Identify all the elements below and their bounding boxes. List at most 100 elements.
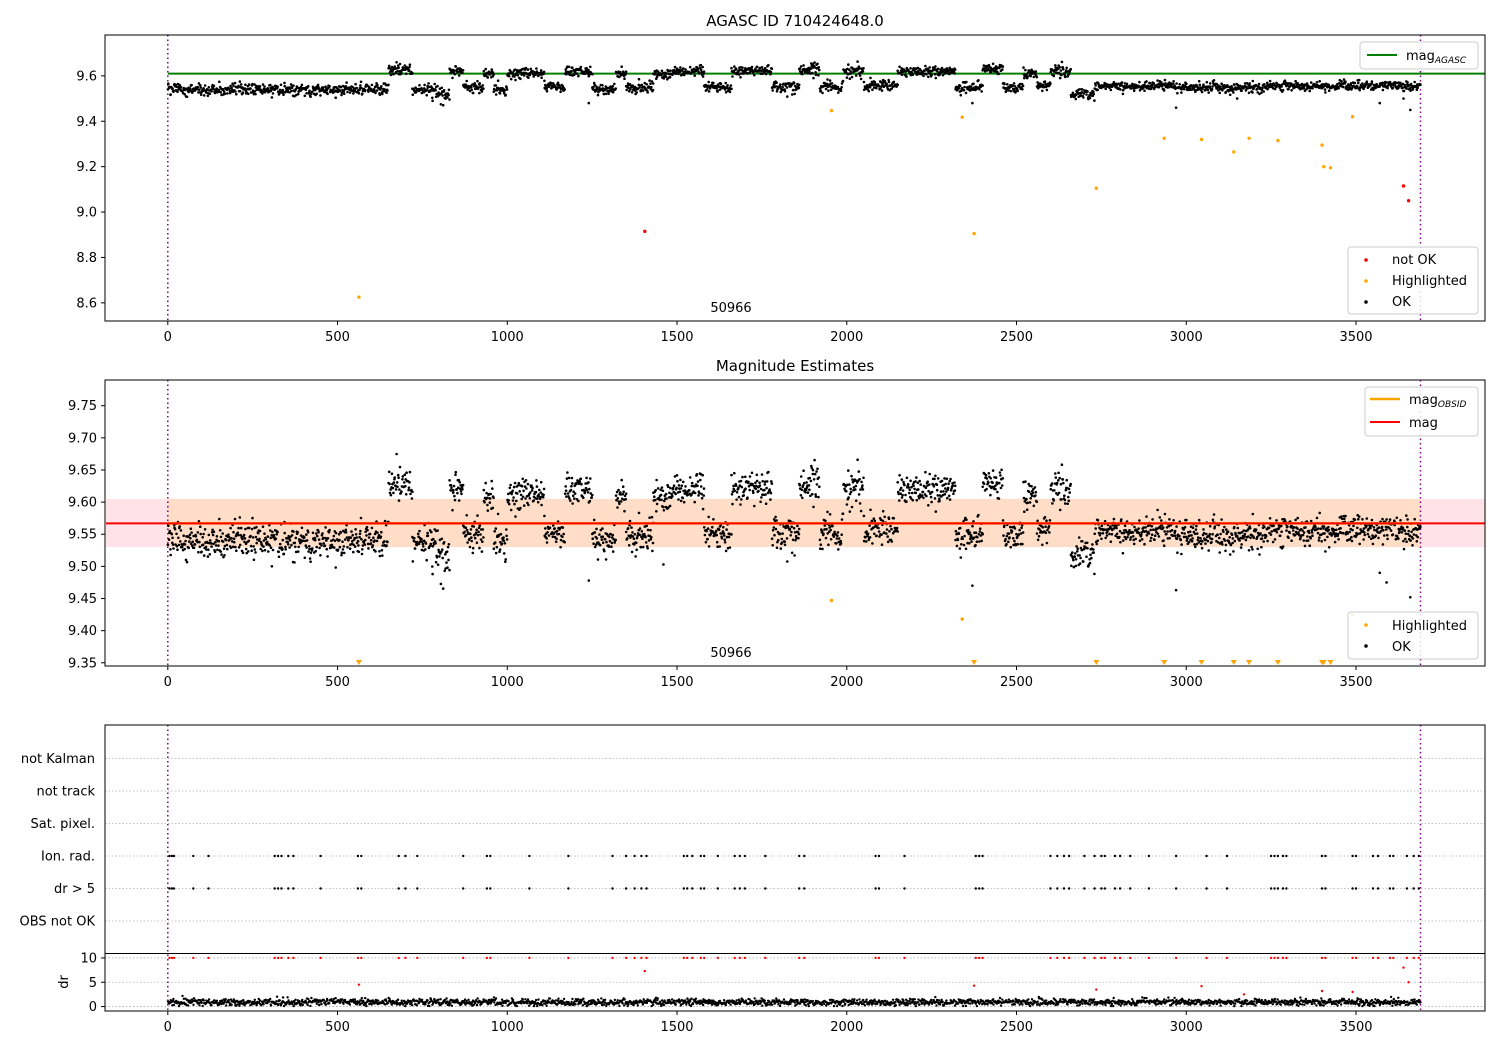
magnitude-ok-point [237,533,240,537]
magnitude-ok-point [823,524,827,527]
magnitude-ok-point [445,550,449,553]
magnitude-ok-point [1106,530,1109,533]
magnitude-ok-point [520,484,524,488]
magnitude-ok-point [824,536,828,540]
agasc-ok-point [806,71,810,75]
magnitude-ok-point [593,545,597,549]
agasc-ok-point [223,92,227,96]
magnitude-ok-point [218,529,222,532]
magnitude-ok-point [505,528,508,531]
magnitude-ok-point [1081,540,1084,543]
agasc-ok-point [507,74,511,78]
agasc-ok-point [649,87,653,91]
magnitude-ok-point [773,533,776,537]
agasc-highlighted-point [1276,138,1280,143]
magnitude-ok-point [516,492,519,495]
magnitude-ok-point [435,555,439,559]
magnitude-ok-point [261,525,265,528]
magnitude-ok-point [1072,558,1075,562]
agasc-ok-point [623,77,626,80]
agasc-ok-point [504,93,508,97]
agasc-ok-point [237,84,240,88]
agasc-ok-point [847,63,850,66]
magnitude-ok-point [226,547,229,551]
agasc-ok-point [871,88,874,91]
magnitude-ok-point [342,545,346,548]
magnitude-ok-point [1208,532,1212,536]
magnitude-ok-point [1144,526,1147,529]
agasc-ok-point [919,69,922,72]
magnitude-ok-point [472,525,476,528]
magnitude-ok-point [651,541,655,545]
magnitude-ok-point [896,481,899,484]
agasc-ok-point [473,82,477,85]
magnitude-ok-point [1067,487,1071,491]
magnitude-ok-point [424,542,428,545]
magnitude-ok-point [635,541,638,545]
magnitude-ok-point [454,470,458,474]
agasc-ok-point [1208,82,1212,85]
magnitude-ok-point [394,488,398,491]
agasc-ok-point [865,84,869,87]
magnitude-ok-point [199,525,202,528]
magnitude-ok-point [1202,528,1205,531]
agasc-ok-point [476,79,479,83]
magnitude-ok-point [857,493,861,496]
agasc-ok-point [1011,84,1014,88]
magnitude-ok-point [924,470,927,474]
agasc-ok-point [596,87,599,91]
magnitude-ok-point [1180,531,1184,535]
magnitude-ok-point [170,532,174,536]
agasc-ok-point [261,92,264,95]
magnitude-ok-point [544,527,547,530]
agasc-ok-point [229,84,232,88]
magnitude-ok-point [481,540,484,543]
magnitude-ok-point [356,539,360,543]
agasc-ok-point [887,80,891,84]
agasc-ok-point [563,88,566,91]
agasc-ok-point [684,68,687,71]
magnitude-ok-point [665,497,668,500]
magnitude-ok-point [359,529,362,533]
magnitude-ok-point [926,480,929,484]
agasc-ytick-label-0: 8.6 [76,296,97,311]
magnitude-ok-point [1073,555,1077,558]
magnitude-ok-point [1011,537,1015,540]
magnitude-ok-point [932,485,936,488]
magnitude-ok-point [1075,545,1078,548]
magnitude-ok-point [424,548,427,551]
agasc-ok-point [934,65,937,68]
magnitude-ok-point [442,541,446,544]
magnitude-ok-point [277,555,281,559]
agasc-ok-point [770,67,774,71]
magnitude-ok-point [546,531,549,534]
magnitude-ok-point [731,502,734,506]
agasc-ok-point [782,82,785,86]
magnitude-ok-point [807,484,811,487]
agasc-ok-point [958,84,962,88]
magnitude-ok-point [401,478,404,481]
magnitude-ok-point [296,531,300,534]
agasc-ok-point [202,94,206,97]
magnitude-ok-point [1027,490,1031,494]
magnitude-ok-point [448,479,451,482]
agasc-ok-point [1003,82,1006,86]
agasc-ok-point [880,85,883,88]
magnitude-ok-point [432,537,435,541]
magnitude-ok-point [680,484,684,488]
magnitude-ok-point [582,496,585,500]
agasc-ok-point [396,64,400,67]
magnitude-ok-point [699,478,702,482]
agasc-ok-point [885,82,888,86]
agasc-ok-point [775,90,779,93]
magnitude-ok-point [286,543,290,546]
agasc-ok-point [990,70,993,74]
agasc-ok-point [1092,92,1095,96]
magnitude-ok-point [1016,542,1019,546]
magnitude-ok-point [478,546,481,550]
agasc-ok-point [819,89,823,92]
magnitude-ok-point [811,468,815,472]
magnitude-ok-point [730,533,733,536]
agasc-ok-point [1043,80,1047,83]
magnitude-ok-point [378,550,381,553]
